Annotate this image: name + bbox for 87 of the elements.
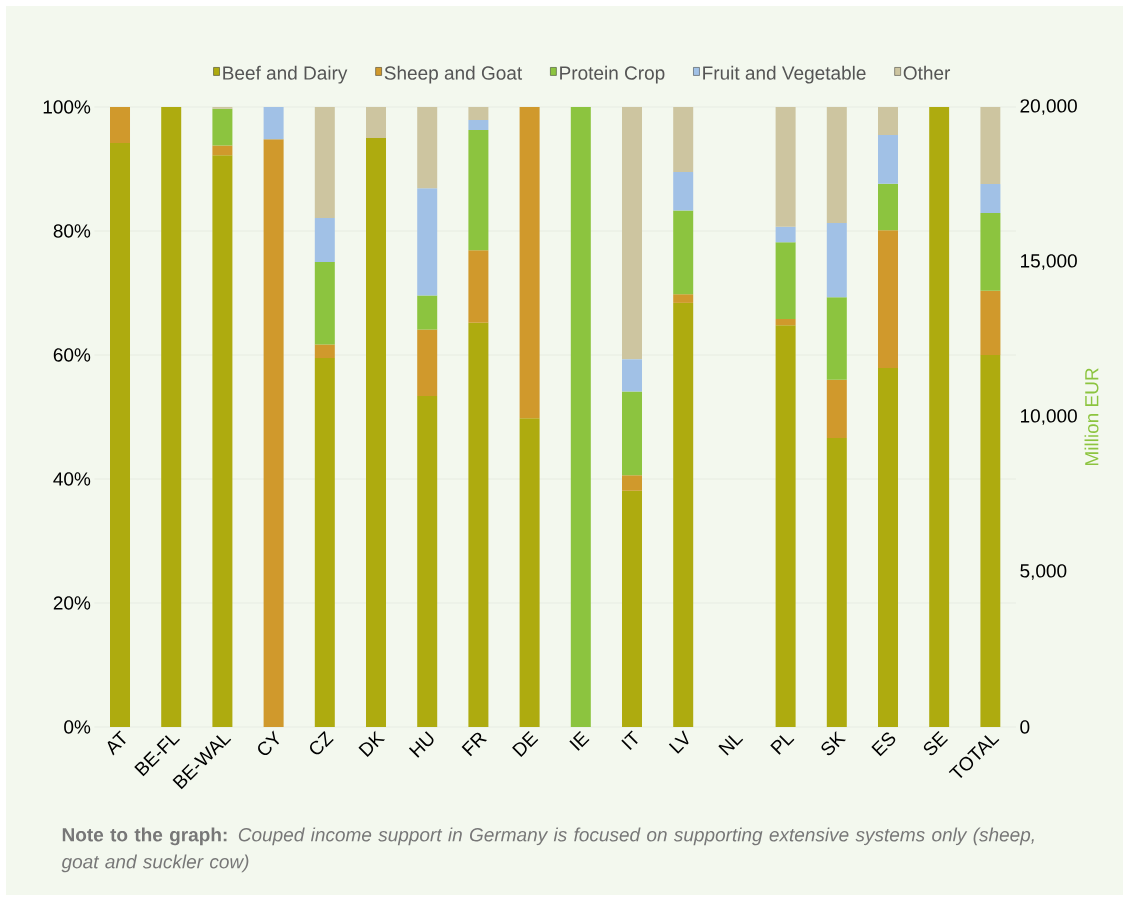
y2-tick-label: 15,000 (1020, 254, 1077, 270)
bar (775, 325, 796, 727)
bar (468, 120, 489, 130)
bar (826, 222, 847, 298)
y2-axis-title: Million EUR (1084, 368, 1099, 466)
bar (673, 294, 694, 303)
x-tick-label: NL (718, 735, 744, 756)
bar (212, 155, 233, 727)
x-tick-label: HU (408, 731, 434, 758)
bar (775, 319, 796, 326)
bar (622, 391, 643, 476)
bar (775, 242, 796, 320)
bar (775, 226, 796, 243)
bar (622, 475, 643, 491)
bar (417, 329, 438, 396)
legend-label: Sheep and Goat (384, 65, 523, 84)
bar (826, 379, 847, 439)
x-tick-label: DK (358, 730, 386, 757)
bar (826, 106, 847, 223)
bar (161, 106, 182, 727)
bar (468, 129, 489, 251)
bar (519, 106, 540, 419)
x-tick-label: DE (512, 730, 539, 757)
bar (519, 418, 540, 727)
bar (314, 106, 335, 218)
bar (468, 250, 489, 323)
y-tick-label: 100% (43, 100, 91, 114)
legend-label: Beef and Dairy (223, 65, 348, 84)
bar (366, 106, 387, 138)
bar (673, 172, 694, 211)
bar (775, 106, 796, 227)
bar (366, 137, 387, 727)
x-tick-label: ES (871, 732, 896, 757)
bar (212, 145, 233, 156)
x-tick-label: FR (461, 732, 488, 757)
y2-tick-label: 5,000 (1020, 564, 1067, 580)
bar (263, 139, 284, 727)
bar (622, 359, 643, 392)
bar (878, 134, 899, 184)
bar (314, 261, 335, 345)
bar (110, 106, 131, 143)
y2-tick-label: 0 (1020, 720, 1030, 734)
x-tick-label: AT (107, 730, 126, 756)
legend-label: Other (903, 65, 951, 80)
y-tick-label: 20% (53, 596, 91, 610)
bar (673, 210, 694, 295)
bar (263, 106, 284, 140)
bar (417, 188, 438, 296)
x-tick-label: CY (258, 730, 280, 756)
y-tick-label: 40% (53, 472, 91, 486)
bar (110, 142, 131, 727)
x-tick-label: SK (821, 730, 847, 756)
bar (878, 106, 899, 135)
legend-label: Fruit and Vegetable (703, 65, 866, 84)
x-tick-label: CZ (310, 730, 334, 755)
bar (826, 438, 847, 727)
bar (929, 106, 950, 727)
bar (314, 358, 335, 727)
legend-label: Protein Crop (560, 65, 665, 84)
bar (878, 183, 899, 231)
y-tick-label: 60% (53, 348, 91, 362)
x-tick-label: LV (668, 730, 689, 754)
bar (622, 490, 643, 727)
y2-tick-label: 10,000 (1020, 409, 1077, 425)
text: Note to the graph: Couped income support in Germany is focused on supporting extensive systems only (sheep, goat and suckler cow) (61, 827, 1034, 873)
x-tick-label: PL (770, 735, 795, 755)
bar (826, 297, 847, 380)
bar (622, 106, 643, 360)
y2-tick-label: 20,000 (1020, 99, 1077, 115)
y-tick-label: 80% (53, 224, 91, 238)
x-tick-label: SE (923, 731, 949, 756)
bar (212, 108, 233, 146)
bar (417, 106, 438, 189)
x-tick-label: IT (621, 730, 638, 751)
bar (314, 344, 335, 359)
bar (878, 368, 899, 727)
bar (417, 295, 438, 330)
y-tick-label: 0% (64, 720, 91, 734)
bar (417, 395, 438, 727)
x-tick-label: IE (569, 730, 590, 751)
bar (468, 322, 489, 727)
bar (314, 217, 335, 262)
bar (878, 230, 899, 369)
bar (570, 106, 591, 727)
bar (673, 106, 694, 173)
bar (468, 106, 489, 121)
bar (673, 302, 694, 727)
